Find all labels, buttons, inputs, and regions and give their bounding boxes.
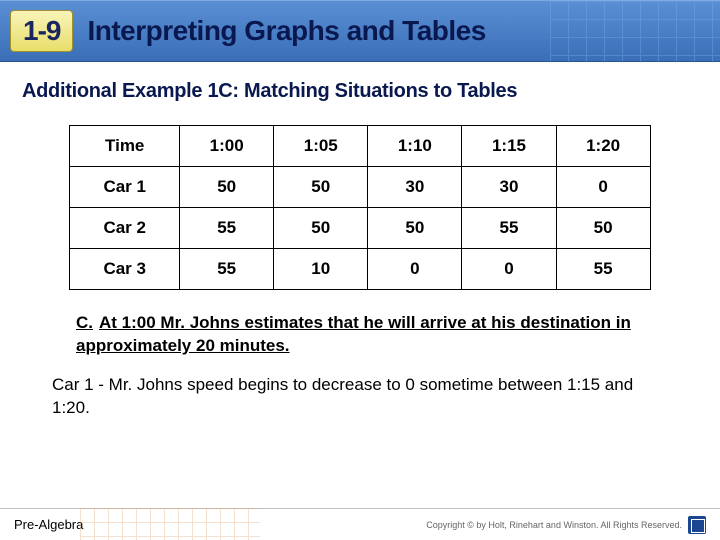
answer-text: Car 1 - Mr. Johns speed begins to decrea… bbox=[52, 374, 670, 420]
col-header: 1:05 bbox=[274, 126, 368, 167]
statement-text: At 1:00 Mr. Johns estimates that he will… bbox=[76, 313, 631, 355]
table-cell: 55 bbox=[462, 208, 556, 249]
table-cell: 55 bbox=[180, 208, 274, 249]
row-label: Car 3 bbox=[70, 249, 180, 290]
copyright-text: Copyright © by Holt, Rinehart and Winsto… bbox=[426, 520, 682, 530]
table-cell: 50 bbox=[274, 167, 368, 208]
table-cell: 55 bbox=[180, 249, 274, 290]
table-header-row: Time 1:00 1:05 1:10 1:15 1:20 bbox=[70, 126, 650, 167]
table-cell: 0 bbox=[462, 249, 556, 290]
lesson-header: 1-9 Interpreting Graphs and Tables bbox=[0, 0, 720, 62]
table-cell: 55 bbox=[556, 249, 650, 290]
table-cell: 50 bbox=[274, 208, 368, 249]
table-cell: 0 bbox=[556, 167, 650, 208]
table-row: Car 1 50 50 30 30 0 bbox=[70, 167, 650, 208]
table-row: Car 2 55 50 50 55 50 bbox=[70, 208, 650, 249]
row-label: Car 1 bbox=[70, 167, 180, 208]
table-cell: 30 bbox=[368, 167, 462, 208]
col-header: Time bbox=[70, 126, 180, 167]
publisher-area: Copyright © by Holt, Rinehart and Winsto… bbox=[426, 514, 706, 536]
col-header: 1:20 bbox=[556, 126, 650, 167]
col-header: 1:10 bbox=[368, 126, 462, 167]
holt-logo-icon bbox=[688, 516, 706, 534]
row-label: Car 2 bbox=[70, 208, 180, 249]
problem-statement: C.At 1:00 Mr. Johns estimates that he wi… bbox=[76, 312, 670, 358]
header-grid-decoration bbox=[550, 1, 720, 63]
table-cell: 50 bbox=[180, 167, 274, 208]
table-cell: 30 bbox=[462, 167, 556, 208]
lesson-number-badge: 1-9 bbox=[10, 10, 73, 52]
col-header: 1:15 bbox=[462, 126, 556, 167]
table-cell: 0 bbox=[368, 249, 462, 290]
table-cell: 50 bbox=[368, 208, 462, 249]
book-title: Pre-Algebra bbox=[14, 517, 83, 532]
data-table: Time 1:00 1:05 1:10 1:15 1:20 Car 1 50 5… bbox=[69, 125, 650, 290]
col-header: 1:00 bbox=[180, 126, 274, 167]
statement-label: C. bbox=[76, 313, 93, 332]
table-row: Car 3 55 10 0 0 55 bbox=[70, 249, 650, 290]
footer-grid-decoration bbox=[80, 508, 260, 540]
table-cell: 10 bbox=[274, 249, 368, 290]
page-footer: Pre-Algebra Copyright © by Holt, Rinehar… bbox=[0, 508, 720, 540]
table-cell: 50 bbox=[556, 208, 650, 249]
lesson-title: Interpreting Graphs and Tables bbox=[87, 15, 485, 47]
content-area: Additional Example 1C: Matching Situatio… bbox=[0, 62, 720, 420]
example-subtitle: Additional Example 1C: Matching Situatio… bbox=[22, 80, 698, 103]
